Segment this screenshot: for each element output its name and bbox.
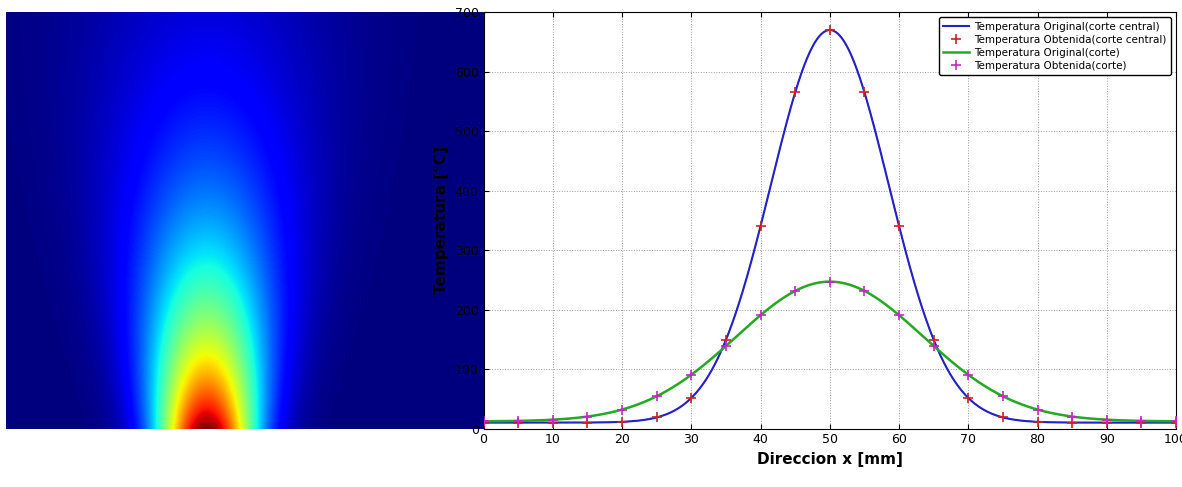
Temperatura Obtenida(corte) <box>823 279 837 284</box>
Temperatura Original(corte) <box>1022 404 1037 410</box>
Temperatura Obtenida(corte) <box>1065 413 1079 419</box>
Temperatura Obtenida(corte central) <box>719 337 733 343</box>
Temperatura Obtenida(corte) <box>650 393 664 399</box>
Temperatura Obtenida(corte) <box>892 312 907 318</box>
Temperatura Obtenida(corte central) <box>857 90 871 95</box>
Temperatura Obtenida(corte central) <box>546 420 560 426</box>
Temperatura Obtenida(corte) <box>1135 418 1149 424</box>
Temperatura Obtenida(corte) <box>961 372 975 378</box>
Line: Temperatura Obtenida(corte): Temperatura Obtenida(corte) <box>479 277 1181 426</box>
Y-axis label: Temperatura [°C]: Temperatura [°C] <box>434 147 449 294</box>
Temperatura Obtenida(corte central) <box>650 414 664 420</box>
Line: Temperatura Obtenida(corte central): Temperatura Obtenida(corte central) <box>479 25 1181 428</box>
Temperatura Obtenida(corte) <box>788 288 803 294</box>
Temperatura Obtenida(corte central) <box>615 419 629 425</box>
Temperatura Obtenida(corte central) <box>1169 420 1182 426</box>
Temperatura Original(corte) <box>512 418 526 424</box>
Temperatura Obtenida(corte central) <box>476 420 491 426</box>
Temperatura Original(corte central) <box>823 27 837 33</box>
Temperatura Obtenida(corte central) <box>961 395 975 401</box>
Temperatura Obtenida(corte central) <box>1065 420 1079 426</box>
Temperatura Obtenida(corte) <box>996 393 1011 399</box>
Temperatura Obtenida(corte central) <box>753 223 767 229</box>
Temperatura Original(corte) <box>476 418 491 424</box>
Temperatura Original(corte central) <box>1169 420 1182 426</box>
X-axis label: Direccion x [mm]: Direccion x [mm] <box>756 452 903 467</box>
Temperatura Original(corte) <box>794 285 808 291</box>
Temperatura Obtenida(corte) <box>1099 417 1113 423</box>
Temperatura Obtenida(corte) <box>927 343 941 349</box>
Temperatura Original(corte central) <box>1149 420 1163 426</box>
Temperatura Obtenida(corte) <box>511 418 525 424</box>
Temperatura Obtenida(corte central) <box>684 395 699 401</box>
Temperatura Obtenida(corte) <box>719 343 733 349</box>
Temperatura Obtenida(corte) <box>615 407 629 412</box>
Temperatura Obtenida(corte) <box>753 312 767 318</box>
Temperatura Original(corte central) <box>1022 418 1037 424</box>
Temperatura Original(corte central) <box>512 420 526 426</box>
Line: Temperatura Original(corte central): Temperatura Original(corte central) <box>483 30 1176 423</box>
Temperatura Original(corte) <box>1149 418 1163 424</box>
Temperatura Obtenida(corte) <box>857 288 871 294</box>
Temperatura Original(corte) <box>1169 418 1182 424</box>
Temperatura Obtenida(corte central) <box>996 414 1011 420</box>
Temperatura Obtenida(corte central) <box>1031 419 1045 425</box>
Temperatura Obtenida(corte central) <box>892 223 907 229</box>
Temperatura Obtenida(corte) <box>546 417 560 423</box>
Temperatura Original(corte) <box>823 279 837 284</box>
Temperatura Obtenida(corte) <box>1169 418 1182 424</box>
Temperatura Original(corte central) <box>813 32 827 38</box>
Temperatura Obtenida(corte central) <box>511 420 525 426</box>
Temperatura Obtenida(corte) <box>1031 407 1045 412</box>
Temperatura Obtenida(corte) <box>684 372 699 378</box>
Temperatura Obtenida(corte central) <box>823 27 837 33</box>
Temperatura Original(corte) <box>1149 418 1163 424</box>
Temperatura Obtenida(corte central) <box>788 90 803 95</box>
Temperatura Obtenida(corte central) <box>1099 420 1113 426</box>
Legend: Temperatura Original(corte central), Temperatura Obtenida(corte central), Temper: Temperatura Original(corte central), Tem… <box>939 18 1171 75</box>
Temperatura Obtenida(corte central) <box>1135 420 1149 426</box>
Line: Temperatura Original(corte): Temperatura Original(corte) <box>483 281 1176 421</box>
Temperatura Obtenida(corte) <box>476 418 491 424</box>
Temperatura Obtenida(corte) <box>580 413 595 419</box>
Temperatura Original(corte central) <box>1149 420 1163 426</box>
Temperatura Obtenida(corte central) <box>927 337 941 343</box>
Temperatura Original(corte central) <box>794 69 808 75</box>
Temperatura Original(corte) <box>813 280 827 285</box>
Temperatura Original(corte central) <box>476 420 491 426</box>
Temperatura Obtenida(corte central) <box>580 420 595 426</box>
